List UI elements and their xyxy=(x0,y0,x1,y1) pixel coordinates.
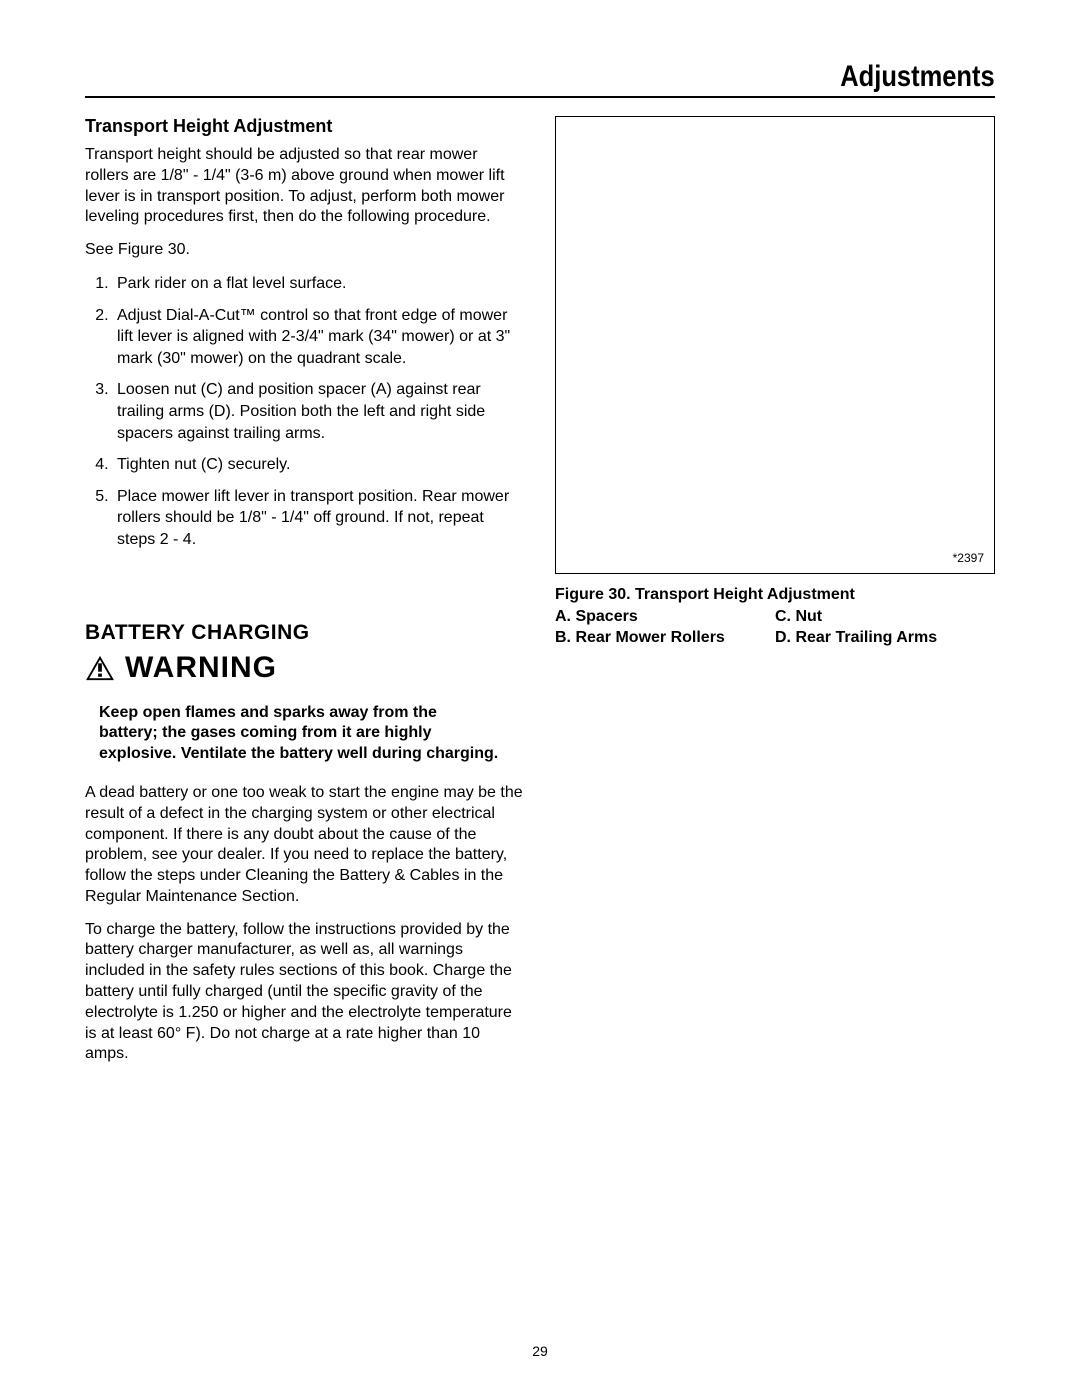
step-item: Place mower lift lever in transport posi… xyxy=(113,486,525,551)
figure-ref-number: *2397 xyxy=(953,551,984,565)
legend-c: C. Nut xyxy=(775,606,995,628)
section-title: Adjustments xyxy=(841,60,995,96)
step-item: Tighten nut (C) securely. xyxy=(113,454,525,476)
legend-b: B. Rear Mower Rollers xyxy=(555,627,775,649)
figure-caption-title: Figure 30. Transport Height Adjustment xyxy=(555,584,995,606)
step-item: Adjust Dial-A-Cut™ control so that front… xyxy=(113,305,525,370)
battery-paragraph-1: A dead battery or one too weak to start … xyxy=(85,783,525,908)
legend-d: D. Rear Trailing Arms xyxy=(775,627,995,649)
battery-paragraph-2: To charge the battery, follow the instru… xyxy=(85,920,525,1066)
figure-caption: Figure 30. Transport Height Adjustment A… xyxy=(555,584,995,649)
see-figure-line: See Figure 30. xyxy=(85,240,525,261)
header-rule: Adjustments xyxy=(85,60,995,98)
left-column: Transport Height Adjustment Transport he… xyxy=(85,116,525,1077)
warning-heading: WARNING xyxy=(85,651,525,685)
procedure-steps: Park rider on a flat level surface. Adju… xyxy=(85,273,525,551)
warning-body-text: Keep open flames and sparks away from th… xyxy=(99,703,499,765)
section-head-battery: BATTERY CHARGING xyxy=(85,621,525,645)
subhead-transport-height: Transport Height Adjustment xyxy=(85,116,525,137)
right-column: *2397 Figure 30. Transport Height Adjust… xyxy=(555,116,995,1077)
intro-paragraph: Transport height should be adjusted so t… xyxy=(85,145,525,228)
warning-triangle-icon xyxy=(85,655,115,681)
page-number: 29 xyxy=(0,1343,1080,1359)
warning-label: WARNING xyxy=(125,651,277,685)
figure-30-box: *2397 xyxy=(555,116,995,574)
legend-a: A. Spacers xyxy=(555,606,775,628)
step-item: Loosen nut (C) and position spacer (A) a… xyxy=(113,379,525,444)
step-item: Park rider on a flat level surface. xyxy=(113,273,525,295)
